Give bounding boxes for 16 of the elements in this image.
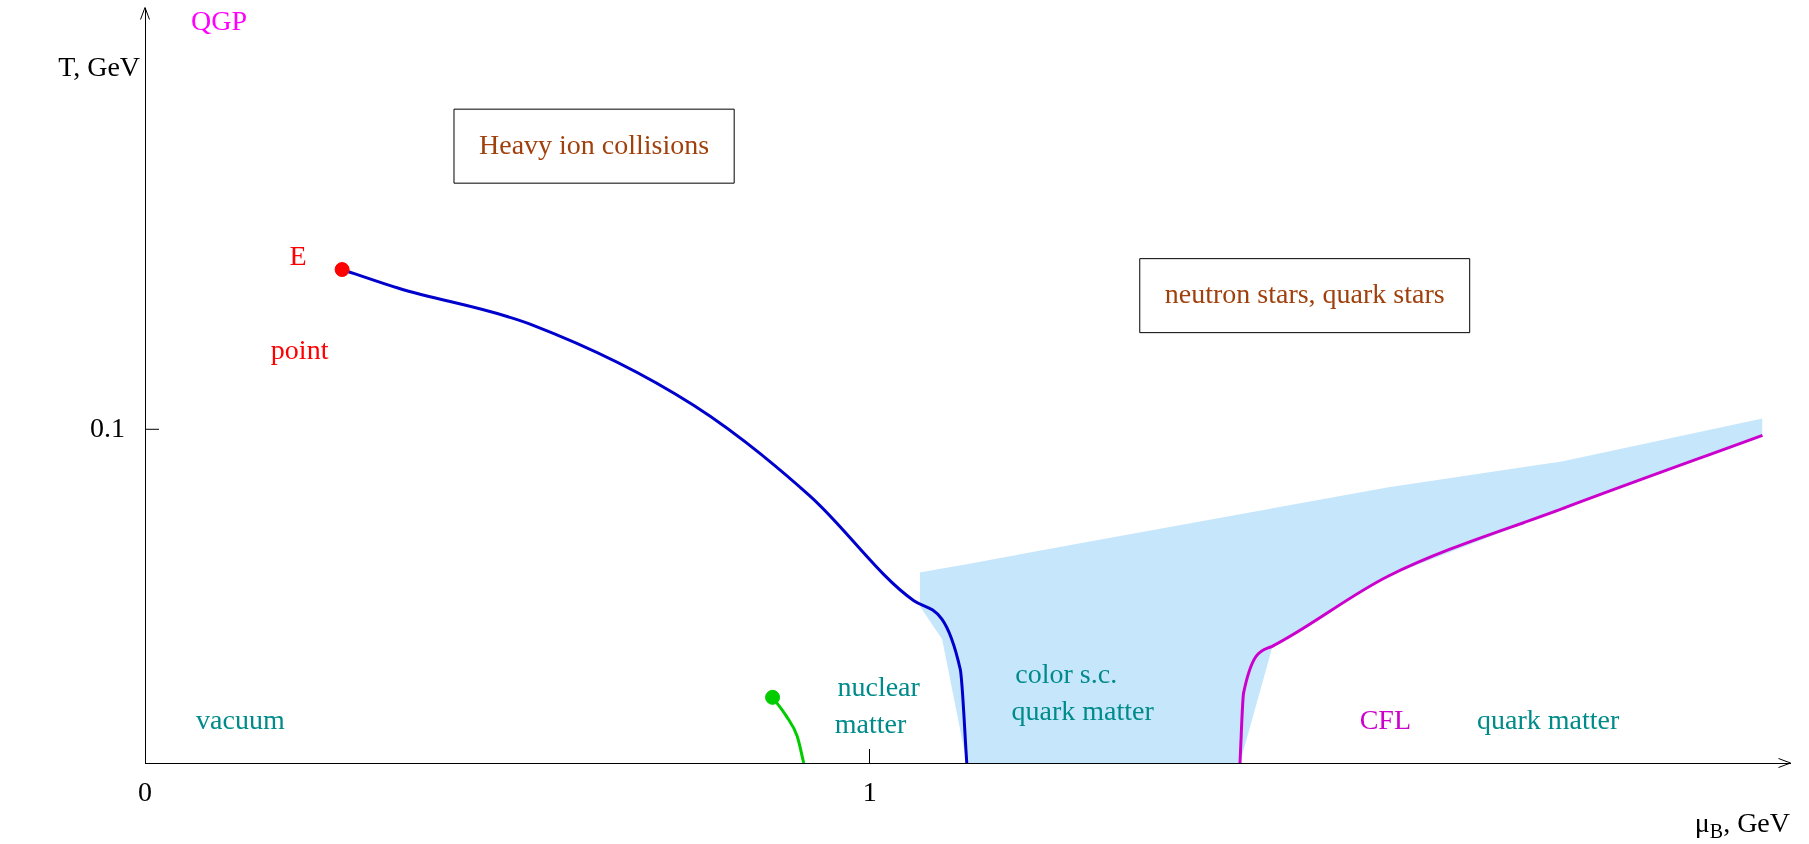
annotation: point (270, 333, 329, 365)
annotation: E (289, 240, 307, 272)
text: 0.1 (90, 411, 125, 443)
annotation: quark matter (1011, 694, 1155, 726)
annotation: neutron stars, quark stars (1164, 278, 1445, 310)
text: QGP (191, 5, 248, 37)
annotation: matter (834, 707, 907, 739)
annotation: color s.c. (1015, 657, 1118, 689)
text: Heavy ion collisions (478, 128, 710, 160)
annotation: quark matter (1477, 703, 1620, 735)
x-tick-label: 0 (138, 776, 152, 808)
x-tick-label: 1 (862, 776, 877, 808)
text: T, GeV (58, 50, 141, 82)
annotation: CFL (1359, 703, 1412, 735)
annotation: nuclear (837, 670, 921, 702)
annotation: vacuum (196, 703, 285, 735)
